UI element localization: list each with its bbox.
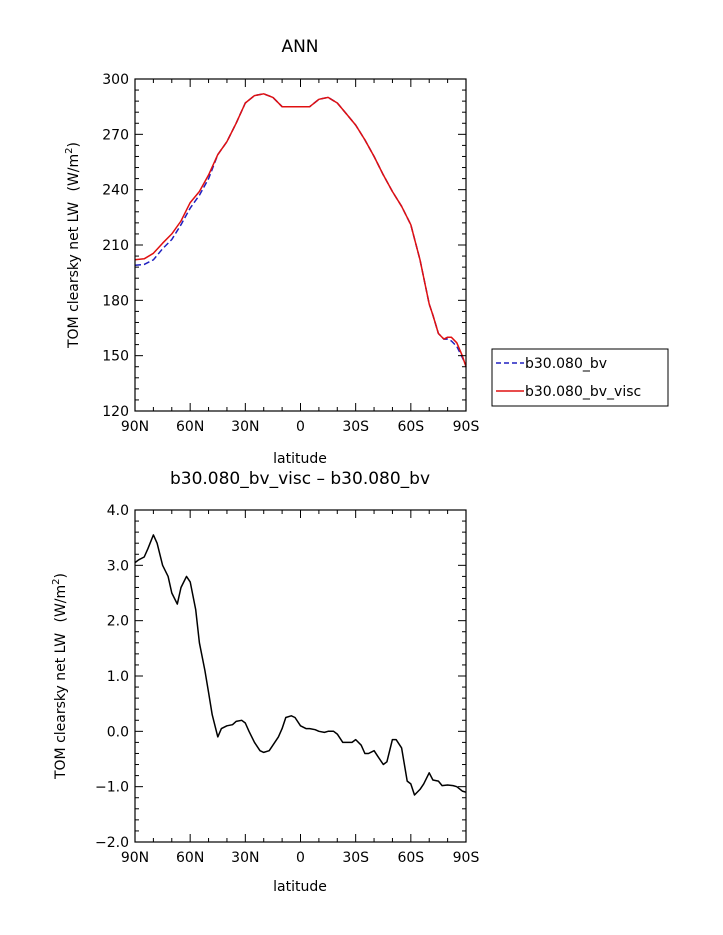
top-chart-panel: ANN 90N 60N 30N 0 30S 60S 90S 120 150 180 210 240 27… bbox=[64, 37, 479, 467]
bottom-chart-ytick-label: 4.0 bbox=[107, 503, 129, 519]
legend-label-bv: b30.080_bv bbox=[525, 356, 607, 372]
bottom-chart-ylabel-unit: (W/m bbox=[53, 585, 69, 623]
bottom-chart-xlabel: latitude bbox=[273, 879, 327, 895]
top-chart-ylabel-text: TOM clearsky net LW bbox=[66, 202, 82, 349]
bottom-chart-ytick-label: −1.0 bbox=[95, 780, 129, 796]
bottom-chart-ytick-label: 0.0 bbox=[107, 724, 129, 740]
bottom-chart-series-line-0 bbox=[134, 534, 467, 796]
top-chart-xtick-label: 30S bbox=[342, 419, 369, 435]
top-chart-xtick-label: 60S bbox=[397, 419, 424, 435]
top-chart-ylabel: TOM clearsky net LW (W/m2) bbox=[64, 142, 82, 349]
top-chart-title: ANN bbox=[281, 37, 318, 57]
bottom-chart-xtick-label: 90N bbox=[121, 850, 149, 866]
bottom-chart-ytick-label: 1.0 bbox=[107, 669, 129, 685]
bottom-chart-ticks: 90N 60N 30N 0 30S 60S 90S −2.0 −1.0 0.0 1.0 2.0 3.0 4… bbox=[95, 503, 479, 866]
top-chart-ytick-label: 270 bbox=[102, 127, 129, 143]
legend-label-bv-visc: b30.080_bv_visc bbox=[525, 384, 641, 400]
bottom-chart-xtick-label: 30N bbox=[231, 850, 259, 866]
top-chart-xtick-label: 90N bbox=[121, 419, 149, 435]
bottom-chart-ylabel: TOM clearsky net LW (W/m2) bbox=[51, 573, 69, 780]
top-chart-ytick-label: 300 bbox=[102, 72, 129, 88]
bottom-chart-xtick-label: 90S bbox=[453, 850, 480, 866]
top-chart-ytick-label: 120 bbox=[102, 404, 129, 420]
bottom-chart-title: b30.080_bv_visc – b30.080_bv bbox=[170, 469, 430, 489]
legend: b30.080_bv b30.080_bv_visc bbox=[491, 348, 669, 407]
bottom-chart-xtick-label: 0 bbox=[296, 850, 305, 866]
top-chart-series-line-0 bbox=[134, 93, 467, 366]
bottom-chart-series bbox=[134, 534, 467, 796]
top-chart-ticks: 90N 60N 30N 0 30S 60S 90S 120 150 180 210 240 270 300 bbox=[102, 72, 479, 435]
top-chart-ytick-label: 180 bbox=[102, 293, 129, 309]
bottom-chart-ytick-label: 2.0 bbox=[107, 614, 129, 630]
bottom-chart-ytick-label: −2.0 bbox=[95, 835, 129, 851]
bottom-chart-xtick-label: 30S bbox=[342, 850, 369, 866]
top-chart-xtick-label: 0 bbox=[296, 419, 305, 435]
bottom-chart-ylabel-unit-sup: 2 bbox=[51, 578, 62, 584]
top-chart-xlabel: latitude bbox=[273, 451, 327, 467]
top-chart-series-line-1 bbox=[134, 93, 467, 367]
top-chart-xtick-label: 90S bbox=[453, 419, 480, 435]
top-chart-xtick-label: 30N bbox=[231, 419, 259, 435]
bottom-chart-ytick-label: 3.0 bbox=[107, 558, 129, 574]
top-chart-ylabel-unit: (W/m bbox=[66, 154, 82, 192]
top-chart-ytick-label: 210 bbox=[102, 238, 129, 254]
top-chart-ytick-label: 150 bbox=[102, 349, 129, 365]
bottom-chart-xtick-label: 60S bbox=[397, 850, 424, 866]
top-chart-ytick-label: 240 bbox=[102, 183, 129, 199]
top-chart-ylabel-unit-close: ) bbox=[66, 142, 82, 147]
bottom-chart-ylabel-text: TOM clearsky net LW bbox=[53, 633, 69, 780]
top-chart-series bbox=[134, 93, 467, 367]
top-chart-ylabel-unit-sup: 2 bbox=[64, 147, 75, 153]
bottom-chart-xtick-label: 60N bbox=[176, 850, 204, 866]
bottom-chart-ylabel-unit-close: ) bbox=[53, 573, 69, 578]
legend-box bbox=[491, 348, 669, 407]
top-chart-xtick-label: 60N bbox=[176, 419, 204, 435]
bottom-chart-panel: b30.080_bv_visc – b30.080_bv 90N 60N 30N 0 3… bbox=[51, 469, 479, 895]
